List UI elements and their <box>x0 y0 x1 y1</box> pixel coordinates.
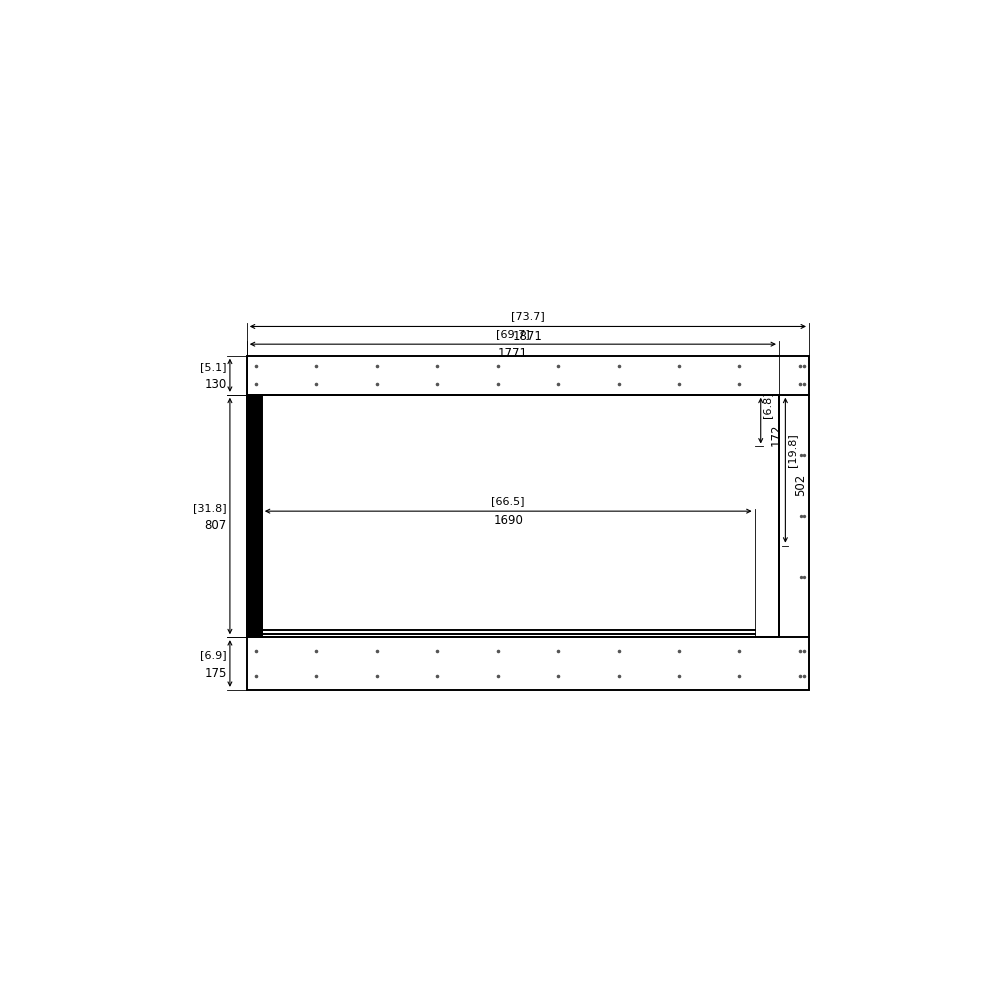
Point <box>796 569 812 585</box>
Point <box>369 668 385 684</box>
Point <box>248 643 264 659</box>
Point <box>792 358 808 374</box>
Text: [19.8]: [19.8] <box>787 433 797 467</box>
Point <box>731 668 747 684</box>
Point <box>490 643 506 659</box>
Text: 807: 807 <box>205 519 227 532</box>
Point <box>796 358 812 374</box>
Point <box>429 668 445 684</box>
Point <box>611 376 627 392</box>
Point <box>550 643 566 659</box>
Point <box>429 643 445 659</box>
Text: [66.5]: [66.5] <box>491 496 525 506</box>
Point <box>550 668 566 684</box>
Point <box>308 376 324 392</box>
Point <box>793 447 809 463</box>
Point <box>369 643 385 659</box>
Point <box>611 668 627 684</box>
Text: [6.9]: [6.9] <box>200 650 227 660</box>
Point <box>490 668 506 684</box>
Point <box>671 643 687 659</box>
Point <box>429 376 445 392</box>
Point <box>308 358 324 374</box>
Point <box>611 358 627 374</box>
Point <box>793 508 809 524</box>
Text: 130: 130 <box>205 378 227 391</box>
Point <box>550 376 566 392</box>
Point <box>248 668 264 684</box>
Point <box>671 376 687 392</box>
Text: [6.8]: [6.8] <box>762 391 772 418</box>
Point <box>731 643 747 659</box>
Text: [69.7]: [69.7] <box>496 329 530 339</box>
Text: 1690: 1690 <box>493 514 523 527</box>
Point <box>550 358 566 374</box>
Text: [73.7]: [73.7] <box>511 311 545 321</box>
Point <box>490 376 506 392</box>
Bar <box>247 395 262 637</box>
Point <box>796 643 812 659</box>
Point <box>429 358 445 374</box>
Point <box>796 508 812 524</box>
Text: 1871: 1871 <box>513 330 543 343</box>
Point <box>796 447 812 463</box>
Point <box>611 643 627 659</box>
Point <box>671 668 687 684</box>
Bar <box>247 395 779 637</box>
Point <box>671 358 687 374</box>
Text: 175: 175 <box>204 667 227 680</box>
Point <box>731 376 747 392</box>
Point <box>793 569 809 585</box>
Bar <box>247 356 809 690</box>
Point <box>796 376 812 392</box>
Text: 172: 172 <box>770 424 783 446</box>
Point <box>792 643 808 659</box>
Point <box>369 376 385 392</box>
Point <box>731 358 747 374</box>
Point <box>369 358 385 374</box>
Text: [5.1]: [5.1] <box>200 362 227 372</box>
Point <box>308 668 324 684</box>
Point <box>490 358 506 374</box>
Text: 502: 502 <box>795 473 808 496</box>
Point <box>248 376 264 392</box>
Point <box>796 668 812 684</box>
Text: 1771: 1771 <box>498 347 528 360</box>
Point <box>792 668 808 684</box>
Point <box>792 376 808 392</box>
Text: [31.8]: [31.8] <box>193 503 227 513</box>
Point <box>248 358 264 374</box>
Point <box>308 643 324 659</box>
